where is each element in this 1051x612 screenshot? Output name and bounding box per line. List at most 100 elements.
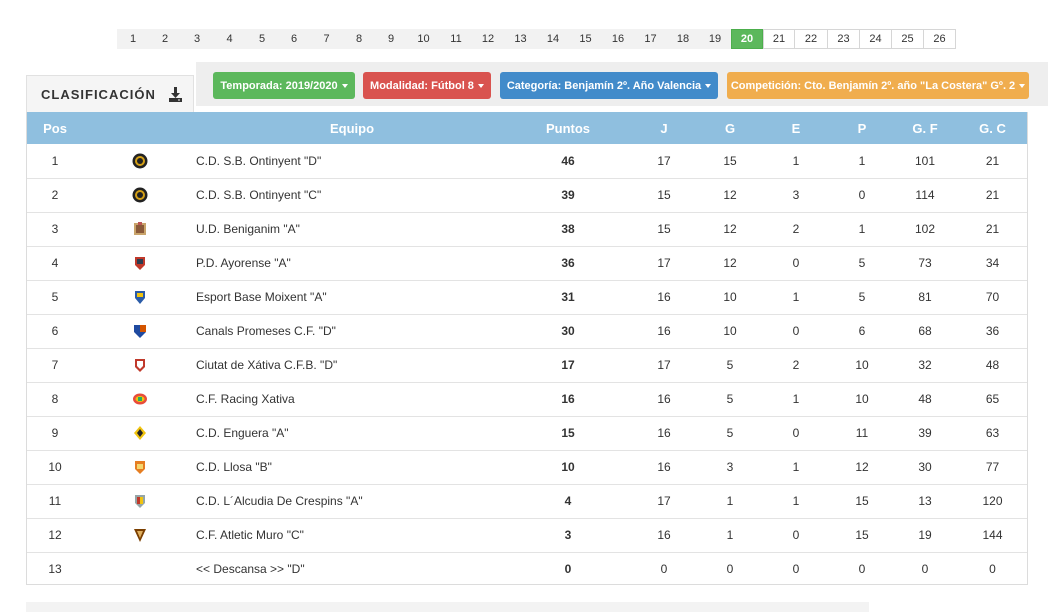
page-link-5[interactable]: 5 [246, 29, 278, 49]
page-link-15[interactable]: 15 [569, 29, 602, 49]
cell-lost: 12 [855, 460, 869, 474]
col-header-played[interactable]: J [660, 120, 668, 136]
page-link-13[interactable]: 13 [504, 29, 537, 49]
cell-lost: 15 [855, 528, 869, 542]
page-link-24[interactable]: 24 [860, 29, 892, 49]
cell-team[interactable]: C.D. L´Alcudia De Crespins "A" [196, 494, 363, 508]
cell-points: 39 [561, 188, 575, 202]
cell-team[interactable]: C.D. S.B. Ontinyent "C" [196, 188, 322, 202]
cell-drawn: 2 [792, 358, 800, 372]
cell-crest [83, 144, 196, 178]
col-header-team[interactable]: Equipo [329, 120, 375, 136]
cell-goals-against: 120 [982, 494, 1003, 508]
cell-drawn: 3 [792, 188, 800, 202]
cell-crest [83, 212, 196, 246]
page-link-6[interactable]: 6 [278, 29, 310, 49]
page-link-23[interactable]: 23 [828, 29, 860, 49]
cell-team[interactable]: C.D. Llosa "B" [196, 460, 272, 474]
page-link-7[interactable]: 7 [310, 29, 343, 49]
category-filter-button[interactable]: Categoría: Benjamín 2º. Año Valencia [500, 72, 718, 99]
col-header-goals-against[interactable]: G. C [979, 120, 1006, 136]
alcudia-crest-icon [132, 493, 148, 509]
page-link-22[interactable]: 22 [795, 29, 828, 49]
pagination: 1 2 3 4 5 6 7 8 9 10 11 12 13 14 15 16 17 18 19 20 21 22 23 24 2… [117, 29, 956, 49]
cell-drawn: 1 [792, 494, 800, 508]
cell-pos: 8 [51, 392, 59, 406]
cell-team[interactable]: U.D. Beniganim "A" [196, 222, 300, 236]
page-link-11[interactable]: 11 [440, 29, 472, 49]
cell-points: 4 [564, 494, 572, 508]
page-link-10[interactable]: 10 [407, 29, 440, 49]
table-row: 2 C.D. S.B. Ontinyent "C" 39 15 12 3 0 114 21 [27, 178, 1027, 212]
col-header-lost[interactable]: P [857, 120, 867, 136]
cell-team[interactable]: Canals Promeses C.F. "D" [196, 324, 336, 338]
cell-points: 46 [561, 153, 575, 168]
col-header-goals-for[interactable]: G. F [912, 120, 938, 136]
cell-goals-against: 21 [985, 188, 1000, 202]
page-link-16[interactable]: 16 [602, 29, 634, 49]
col-header-pos[interactable]: Pos [43, 120, 67, 136]
cell-pos: 3 [51, 222, 59, 236]
cell-played: 17 [657, 153, 671, 168]
competition-filter-button[interactable]: Competición: Cto. Benjamín 2º. año "La C… [727, 72, 1029, 99]
page-link-12[interactable]: 12 [472, 29, 504, 49]
cell-team[interactable]: Esport Base Moixent "A" [196, 290, 327, 304]
page-link-25[interactable]: 25 [892, 29, 924, 49]
page-link-18[interactable]: 18 [667, 29, 699, 49]
page-link-19[interactable]: 19 [699, 29, 731, 49]
page-link-8[interactable]: 8 [343, 29, 375, 49]
page-link-4[interactable]: 4 [213, 29, 246, 49]
page-link-20[interactable]: 20 [731, 29, 763, 49]
season-filter-button[interactable]: Temporada: 2019/2020 [213, 72, 355, 99]
cell-team[interactable]: Ciutat de Xátiva C.F.B. "D" [196, 358, 338, 372]
cell-drawn: 0 [792, 324, 800, 338]
page-link-9[interactable]: 9 [375, 29, 407, 49]
cell-goals-for: 19 [918, 528, 932, 542]
cell-team[interactable]: C.F. Atletic Muro "C" [196, 528, 304, 542]
cell-played: 16 [657, 426, 671, 440]
page-link-2[interactable]: 2 [149, 29, 181, 49]
download-icon[interactable] [168, 86, 182, 102]
col-header-won[interactable]: G [724, 120, 736, 136]
cell-goals-for: 32 [918, 358, 932, 372]
cell-points: 10 [561, 460, 575, 474]
page-link-3[interactable]: 3 [181, 29, 213, 49]
cell-goals-against: 21 [985, 222, 1000, 236]
cell-points: 31 [561, 290, 575, 304]
cell-pos: 13 [48, 562, 62, 577]
xativa-crest-icon [132, 357, 148, 373]
cell-drawn: 0 [792, 426, 800, 440]
ayorense-crest-icon [132, 255, 148, 271]
cell-lost: 0 [858, 188, 866, 202]
cell-goals-against: 36 [985, 324, 1000, 338]
cell-drawn: 1 [792, 290, 800, 304]
modality-filter-button[interactable]: Modalidad: Fútbol 8 [363, 72, 491, 99]
cell-won: 5 [726, 392, 734, 406]
cell-team[interactable]: << Descansa >> "D" [196, 562, 305, 577]
table-header-row: Pos Equipo Puntos J G E P G. F G. C [27, 112, 1027, 144]
col-header-points[interactable]: Puntos [545, 120, 591, 136]
cell-goals-for: 81 [918, 290, 932, 304]
canals-crest-icon [132, 323, 148, 339]
cell-crest [83, 246, 196, 280]
page-link-1[interactable]: 1 [117, 29, 149, 49]
cell-team[interactable]: C.F. Racing Xativa [196, 392, 295, 406]
cell-pos: 9 [51, 426, 59, 440]
cell-team[interactable]: P.D. Ayorense "A" [196, 256, 291, 270]
cell-points: 16 [561, 392, 575, 406]
table-row: 1 C.D. S.B. Ontinyent "D" 46 17 15 1 1 101 21 [27, 144, 1027, 178]
cell-lost: 11 [855, 426, 869, 440]
cell-team[interactable]: C.D. S.B. Ontinyent "D" [196, 153, 322, 168]
llosa-crest-icon [132, 459, 148, 475]
page-link-26[interactable]: 26 [924, 29, 956, 49]
cell-won: 5 [726, 426, 734, 440]
cell-pos: 7 [51, 358, 59, 372]
col-header-drawn[interactable]: E [791, 120, 801, 136]
page-link-14[interactable]: 14 [537, 29, 569, 49]
page-link-17[interactable]: 17 [634, 29, 667, 49]
cell-won: 1 [726, 494, 734, 508]
cell-team[interactable]: C.D. Enguera "A" [196, 426, 289, 440]
cell-played: 17 [657, 494, 671, 508]
page-link-21[interactable]: 21 [763, 29, 795, 49]
cell-goals-for: 0 [921, 562, 929, 577]
